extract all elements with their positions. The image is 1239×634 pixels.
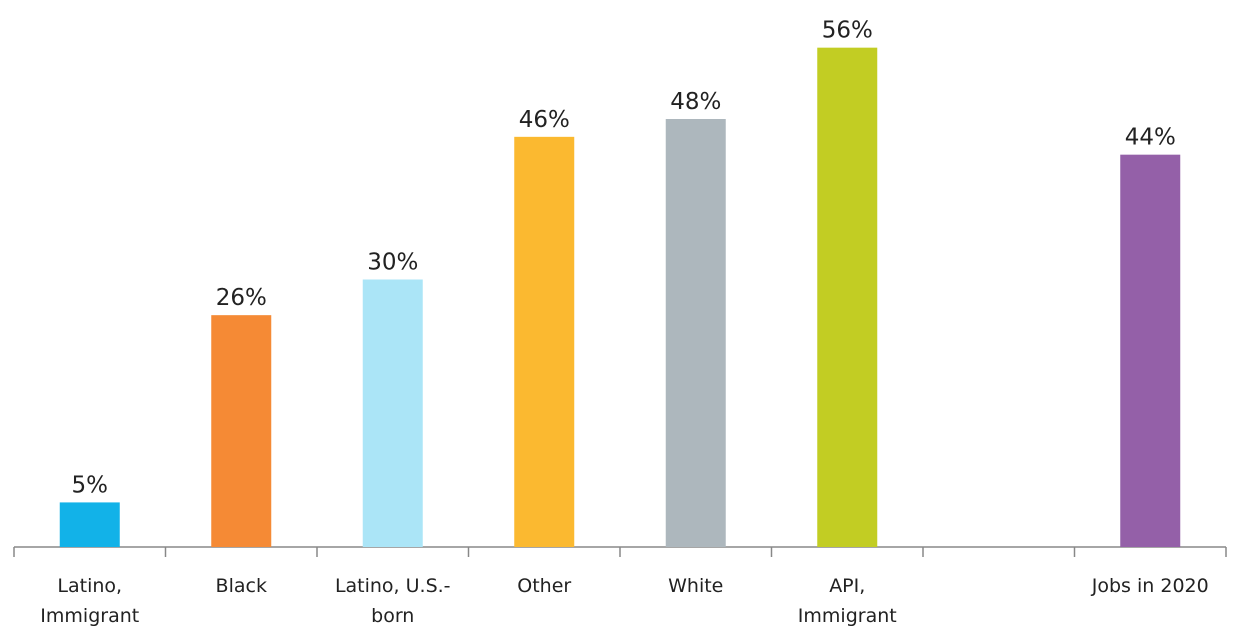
- x-tick-label: Latino, U.S.-born: [334, 575, 451, 627]
- data-label: 5%: [72, 472, 109, 498]
- x-tick-label: Other: [517, 575, 572, 597]
- bar: [1120, 154, 1181, 547]
- x-tick-label: Latino, Immigrant: [40, 575, 140, 627]
- bar: [514, 136, 575, 548]
- data-label: 46%: [519, 107, 570, 133]
- data-label: 30%: [367, 250, 418, 276]
- data-label: 26%: [216, 285, 267, 311]
- bar: [59, 502, 120, 547]
- bar: [817, 47, 878, 548]
- bar: [211, 315, 272, 547]
- bar: [362, 279, 423, 547]
- x-tick-label: Jobs in 2020: [1091, 575, 1209, 597]
- data-label: 56%: [822, 18, 873, 44]
- x-tick-label: White: [668, 575, 724, 597]
- bar: [665, 119, 726, 547]
- data-label: 48%: [670, 89, 721, 115]
- data-label: 44%: [1125, 125, 1176, 151]
- x-tick-label: API, Immigrant: [797, 575, 897, 627]
- x-tick-label: Black: [215, 575, 267, 597]
